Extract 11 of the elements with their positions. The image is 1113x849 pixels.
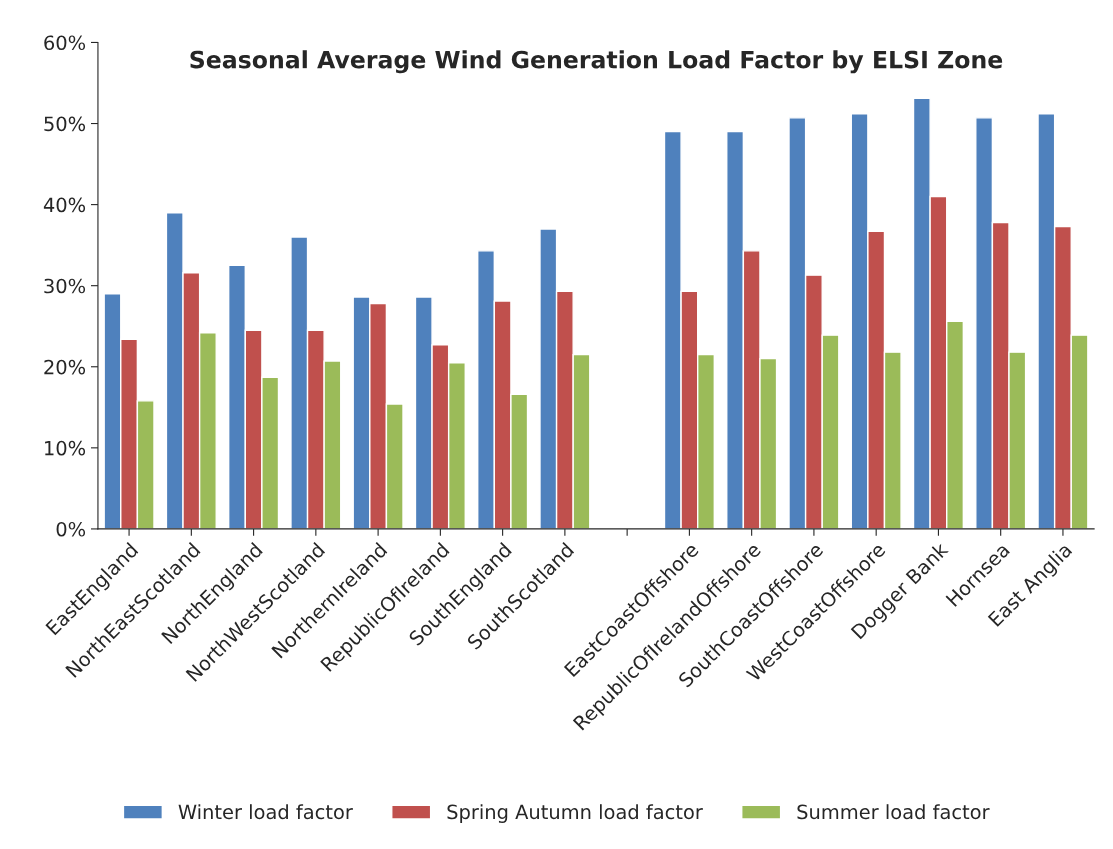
legend-label: Spring Autumn load factor [447, 804, 703, 824]
y-tick-label: 20% [44, 359, 86, 375]
y-tick-label: 50% [44, 116, 86, 132]
y-tick-label: 10% [45, 440, 86, 456]
y-tick-label: 0% [56, 521, 86, 537]
chart-title: Seasonal Average Wind Generation Load Factor by ELSI Zone [190, 50, 1003, 74]
y-tick-label: 60% [44, 35, 86, 51]
y-tick-label: 30% [44, 278, 86, 294]
legend-label: Winter load factor [178, 804, 353, 820]
y-tick-label: 40% [43, 197, 86, 213]
legend-label: Summer load factor [797, 804, 990, 820]
